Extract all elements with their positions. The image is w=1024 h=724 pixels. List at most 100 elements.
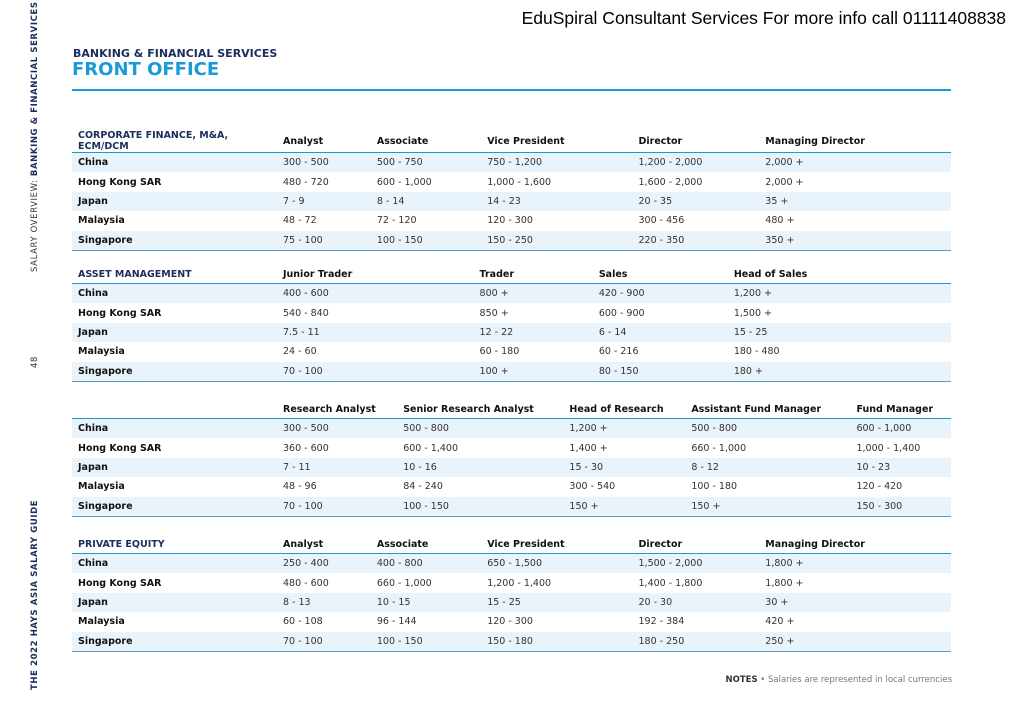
salary-cell: 600 - 900 xyxy=(598,307,645,319)
page-number: 48 xyxy=(30,355,40,368)
salary-cell: 10 - 16 xyxy=(397,457,564,478)
country-cell: Japan xyxy=(72,322,277,343)
column-header: Head of Sales xyxy=(727,265,936,284)
salary-cell xyxy=(935,283,951,304)
notes: NOTES • Salaries are represented in loca… xyxy=(726,675,953,685)
salary-cell: 15 - 30 xyxy=(563,457,686,478)
salary-cell: 192 - 384 xyxy=(638,616,685,628)
salary-cell: 360 - 600 xyxy=(283,442,329,454)
salary-cell: 1,200 - 2,000 xyxy=(632,152,760,173)
salary-cell: 1,000 - 1,600 xyxy=(487,176,552,188)
salary-cell: 220 - 350 xyxy=(632,230,760,251)
salary-cell: 180 + xyxy=(727,361,936,382)
salary-cell: 660 - 1,000 xyxy=(376,577,432,589)
page-title: FRONT OFFICE xyxy=(72,59,220,80)
salary-cell: 14 - 23 xyxy=(481,191,633,212)
salary-cell: 500 - 750 xyxy=(370,152,482,173)
table-row: China 300 - 500 500 - 800 1,200 +500 - 800 6… xyxy=(72,418,951,439)
salary-cell: 150 - 180 xyxy=(481,631,633,652)
column-header: Managing Director xyxy=(759,535,951,554)
table-section-title: PRIVATE EQUITY xyxy=(72,535,277,554)
salary-cell: 15 - 25 xyxy=(727,322,936,343)
side-prefix: SALARY OVERVIEW: xyxy=(30,176,40,272)
table-row: Singapore 70 - 100 100 - 150 150 - 180 180 -… xyxy=(72,631,951,652)
table-row: Singapore 70 - 100 100 +80 - 150 180 + xyxy=(72,361,951,382)
salary-cell: 300 - 500 xyxy=(277,418,398,439)
salary-cell: 500 - 800 xyxy=(397,418,564,439)
salary-cell: 8 - 12 xyxy=(685,457,851,478)
country-cell: Malaysia xyxy=(78,215,125,227)
column-header: Sales xyxy=(592,265,728,284)
salary-cell: 100 + xyxy=(473,361,593,382)
salary-cell: 24 - 60 xyxy=(283,346,317,358)
salary-cell: 250 + xyxy=(759,631,951,652)
salary-cell: 100 - 150 xyxy=(397,496,564,517)
salary-cell: 1,500 - 2,000 xyxy=(632,553,760,574)
salary-table: CORPORATE FINANCE, M&A, ECM/DCM Analyst As… xyxy=(72,130,951,251)
country-cell: Malaysia xyxy=(78,346,125,358)
salary-cell: 20 - 30 xyxy=(632,592,760,613)
table-row: Singapore 70 - 100 100 - 150 150 +150 +150 … xyxy=(72,496,951,517)
table-row: Malaysia 48 - 72 72 - 120 120 - 300 300 - 45… xyxy=(72,211,951,230)
salary-cell: 750 - 1,200 xyxy=(481,152,633,173)
salary-cell: 6 - 14 xyxy=(592,322,728,343)
table-section-title xyxy=(72,400,277,419)
table-row: Singapore 75 - 100 100 - 150 150 - 250 220 -… xyxy=(72,230,951,251)
salary-cell xyxy=(935,303,951,322)
salary-cell: 300 - 456 xyxy=(638,215,685,227)
country-cell: Singapore xyxy=(72,631,277,652)
column-header: Managing Director xyxy=(759,130,951,153)
salary-cell: 420 + xyxy=(765,616,795,628)
country-cell: Singapore xyxy=(72,230,277,251)
table-row: Malaysia 48 - 96 84 - 240 300 - 540 100 - 18… xyxy=(72,477,951,496)
salary-cell: 150 + xyxy=(685,496,851,517)
guide-title: THE 2022 HAYS ASIA SALARY GUIDE xyxy=(30,499,40,690)
salary-cell: 150 - 300 xyxy=(850,496,951,517)
salary-cell: 48 - 96 xyxy=(283,481,317,493)
salary-cell: 150 - 250 xyxy=(481,230,633,251)
salary-cell: 30 + xyxy=(759,592,951,613)
country-cell: China xyxy=(72,283,277,304)
salary-cell: 15 - 25 xyxy=(481,592,633,613)
salary-cell: 150 + xyxy=(563,496,686,517)
salary-cell: 7 - 11 xyxy=(277,457,398,478)
salary-table: PRIVATE EQUITY Analyst Associate Vice Presi… xyxy=(72,535,951,652)
salary-cell: 60 - 108 xyxy=(283,616,323,628)
table-header: PRIVATE EQUITY Analyst Associate Vice Presi… xyxy=(72,535,951,554)
salary-cell: 1,200 + xyxy=(563,418,686,439)
salary-cell: 1,400 + xyxy=(569,442,608,454)
salary-cell: 2,000 + xyxy=(765,176,804,188)
salary-cell: 600 - 1,000 xyxy=(376,176,432,188)
salary-cell: 660 - 1,000 xyxy=(691,442,747,454)
salary-cell: 7.5 - 11 xyxy=(277,322,474,343)
country-cell: Japan xyxy=(72,592,277,613)
salary-cell xyxy=(935,322,951,343)
salary-cell: 10 - 23 xyxy=(850,457,951,478)
salary-cell: 12 - 22 xyxy=(473,322,593,343)
table-section-title: ASSET MANAGEMENT xyxy=(72,265,277,284)
salary-cell: 7 - 9 xyxy=(277,191,371,212)
table-row: Hong Kong SAR 360 - 600 600 - 1,400 1,400 +… xyxy=(72,438,951,457)
salary-cell: 1,400 - 1,800 xyxy=(638,577,703,589)
salary-cell: 2,000 + xyxy=(759,152,951,173)
table-row: Hong Kong SAR 480 - 600 660 - 1,000 1,200 -… xyxy=(72,573,951,592)
salary-cell: 400 - 600 xyxy=(277,283,474,304)
notes-text: Salaries are represented in local curren… xyxy=(768,675,952,685)
salary-cell: 35 + xyxy=(759,191,951,212)
title-divider xyxy=(72,89,951,91)
salary-cell: 72 - 120 xyxy=(376,215,417,227)
salary-cell: 120 - 300 xyxy=(487,215,533,227)
salary-cell: 1,200 + xyxy=(727,283,936,304)
country-cell: Hong Kong SAR xyxy=(78,577,162,589)
salary-cell: 1,600 - 2,000 xyxy=(638,176,703,188)
table-row: China 400 - 600 800 +420 - 900 1,200 + xyxy=(72,283,951,304)
table-row: China 300 - 500 500 - 750 750 - 1,200 1,200 … xyxy=(72,152,951,173)
contact-banner: EduSpiral Consultant Services For more i… xyxy=(521,8,1006,28)
table-row: Hong Kong SAR 540 - 840 850 + 600 - 900 1,50… xyxy=(72,303,951,322)
country-cell: Malaysia xyxy=(78,616,125,628)
salary-cell: 60 - 216 xyxy=(598,346,639,358)
country-cell: Hong Kong SAR xyxy=(78,442,162,454)
column-header: Senior Research Analyst xyxy=(397,400,564,419)
column-header: Head of Research xyxy=(563,400,686,419)
salary-cell: 180 - 480 xyxy=(733,346,780,358)
